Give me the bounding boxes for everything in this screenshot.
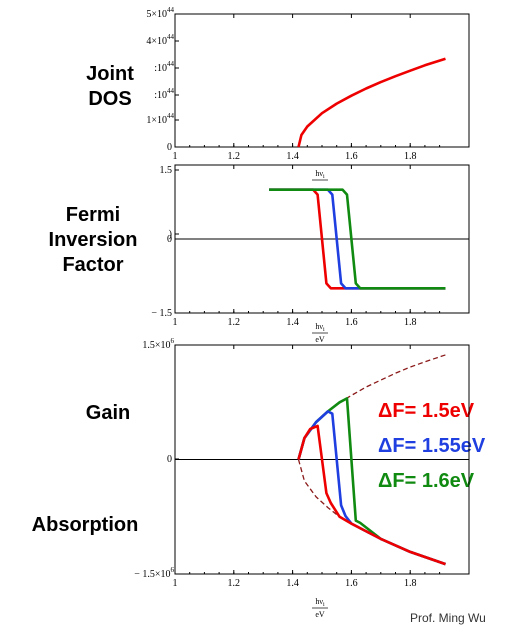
y-tick-label: − 1.5×106 [134, 566, 174, 580]
absorption-label: Absorption [31, 514, 139, 536]
series-line-3-5 [297, 424, 446, 566]
x-tick-label: 1.4 [286, 317, 299, 328]
x-axis-label-den-3: eV [315, 610, 325, 619]
joint-dos-label-line1: Joint [86, 63, 134, 85]
x-tick-label: 1.8 [404, 317, 417, 328]
x-tick-label: 1.2 [228, 151, 241, 162]
series-line-3-2 [297, 459, 446, 565]
legend-item-2: ΔF= 1.55eV [378, 435, 486, 457]
x-tick-label: 1.8 [404, 151, 417, 162]
y-tick-label: 1.5×106 [142, 337, 174, 351]
author-footer: Prof. Ming Wu [410, 611, 486, 625]
legend-item-3: ΔF= 1.6eV [378, 470, 475, 492]
y-tick-label: 0 [167, 454, 172, 465]
x-tick-label: 1 [173, 317, 178, 328]
y-tick-label: 5×1044 [146, 6, 174, 20]
x-axis-label-num-1: hνi [315, 169, 325, 180]
y-tick-label: 4×1044 [146, 33, 174, 47]
y-tick-label: 0 [167, 142, 172, 153]
x-tick-label: 1.4 [286, 151, 299, 162]
x-tick-label: 1 [173, 151, 178, 162]
plot-frame-1 [174, 13, 470, 148]
joint-dos-label-line2: DOS [88, 88, 132, 110]
joint-dos-label: Joint DOS [78, 62, 142, 112]
x-tick-label: 1.4 [286, 578, 299, 589]
series-line-3-4 [297, 410, 446, 566]
y-tick-label: :1044 [154, 87, 174, 101]
y-tick-label: :1044 [154, 60, 174, 74]
fermi-inversion-factor-label: Fermi Inversion Factor [38, 203, 148, 278]
y-tick-label: 0 [167, 234, 172, 245]
x-tick-label: 1.6 [345, 317, 358, 328]
series-line-1-1 [297, 57, 446, 148]
legend-item-1: ΔF= 1.5eV [378, 400, 475, 422]
y-tick-label: ) [169, 229, 172, 240]
series-line-3-3 [297, 397, 446, 566]
x-tick-label: 1 [173, 578, 178, 589]
y-tick-label: − 1.5 [151, 308, 172, 319]
x-tick-label: 1.6 [345, 151, 358, 162]
y-tick-label: 1.5 [160, 165, 173, 176]
x-tick-label: 1.2 [228, 578, 241, 589]
x-axis-label-num-3: hνi [315, 597, 325, 608]
series-line-3-1 [297, 354, 446, 460]
x-tick-label: 1.8 [404, 578, 417, 589]
gain-label: Gain [85, 402, 131, 424]
x-axis-label-den-2: eV [315, 335, 325, 344]
x-axis-label-num-2: hνi [315, 322, 325, 333]
fermi-label-line3: Factor [62, 254, 124, 276]
fermi-label-line2: Inversion [48, 229, 138, 251]
fermi-label-line1: Fermi [65, 204, 121, 226]
y-tick-label: 1×1044 [146, 112, 174, 126]
legend: ΔF= 1.5eV ΔF= 1.55eV ΔF= 1.6eV [378, 400, 485, 505]
x-tick-label: 1.2 [228, 317, 241, 328]
series-line-2-3 [269, 188, 446, 290]
x-tick-label: 1.6 [345, 578, 358, 589]
